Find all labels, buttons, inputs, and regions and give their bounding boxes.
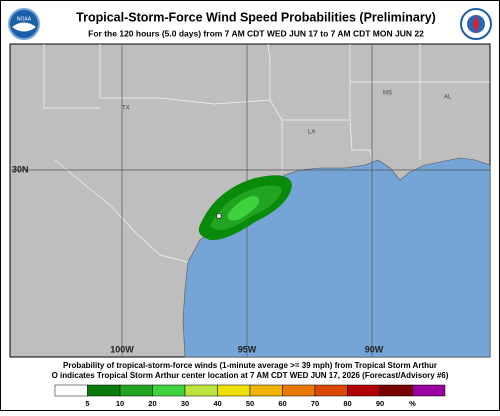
legend-swatch [54,384,88,397]
lon-label: 90W [365,344,384,354]
nws-logo [460,8,492,40]
state-label: TX [122,106,130,112]
legend-label: 80 [343,399,351,408]
caption: Probability of tropical-storm-force wind… [63,361,437,370]
title: Tropical-Storm-Force Wind Speed Probabil… [76,10,436,24]
state-label: AL [444,95,452,101]
legend-label: 70 [311,399,319,408]
caption: O indicates Tropical Storm Arthur center… [52,371,449,380]
borders [43,43,490,263]
legend-label: 40 [213,399,221,408]
subtitle: For the 120 hours (5.0 days) from 7 AM C… [88,28,424,38]
legend: 5 10 20 30 40 50 60 70 80 90% [54,384,446,408]
lon-label: 100W [110,344,134,354]
legend-swatch [217,384,251,397]
legend-swatch [184,384,218,397]
svg-text:NOAA: NOAA [17,16,32,22]
legend-swatch [379,384,413,397]
legend-swatch [249,384,283,397]
legend-label: 90 [376,399,384,408]
storm-center [216,213,222,219]
map [9,43,491,358]
legend-label: 30 [181,399,189,408]
lat-label: 30N [12,164,29,174]
state-label: MS [383,91,392,97]
state-label: LA [308,130,315,136]
noaa-logo: NOAA [8,8,40,40]
legend-swatch [282,384,316,397]
legend-swatch [152,384,186,397]
wind-probabilities [198,175,292,241]
legend-label: % [409,399,416,408]
legend-swatch [87,384,121,397]
lon-label: 95W [238,344,257,354]
legend-label: 10 [116,399,124,408]
legend-swatch [347,384,381,397]
legend-swatch [314,384,348,397]
legend-swatch [412,384,446,397]
legend-label: 50 [246,399,254,408]
legend-label: 60 [278,399,286,408]
legend-label: 5 [85,399,89,408]
legend-swatch [119,384,153,397]
legend-label: 20 [148,399,156,408]
